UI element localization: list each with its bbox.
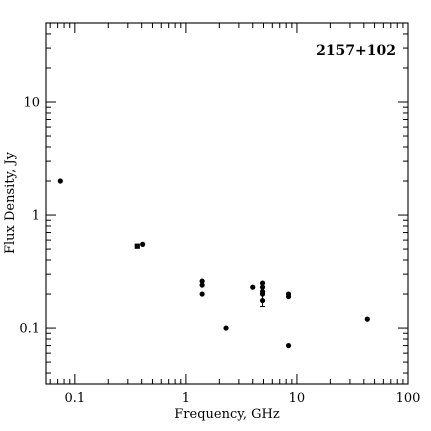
data-point (199, 282, 205, 288)
data-point (140, 241, 146, 247)
data-points (57, 178, 370, 349)
x-tick-label: 10 (289, 391, 306, 406)
data-point (364, 316, 370, 322)
data-point (259, 297, 266, 304)
x-tick-label: 0.1 (64, 391, 85, 406)
y-tick-label: 0.1 (19, 322, 40, 337)
data-point (285, 342, 292, 349)
data-point (199, 291, 205, 297)
x-tick-label: 1 (182, 391, 190, 406)
plot-frame (45, 22, 409, 385)
data-point (259, 284, 266, 290)
data-point (57, 178, 63, 184)
data-point (285, 293, 292, 300)
x-axis-label: Frequency, GHz (174, 407, 280, 422)
data-point-square (134, 243, 140, 249)
x-tick-label: 100 (396, 391, 421, 406)
axis-ticks (46, 22, 409, 384)
chart-title: 2157+102 (316, 43, 396, 59)
data-point (250, 284, 256, 290)
data-point (223, 325, 229, 331)
y-axis-label: Flux Density, Jy (3, 151, 18, 254)
axis-tick-labels: 0.1 1 10 100 0.1 1 10 (19, 96, 420, 406)
data-point (199, 278, 205, 284)
y-tick-label: 1 (32, 209, 40, 224)
data-point (259, 280, 266, 286)
y-tick-label: 10 (23, 96, 40, 111)
